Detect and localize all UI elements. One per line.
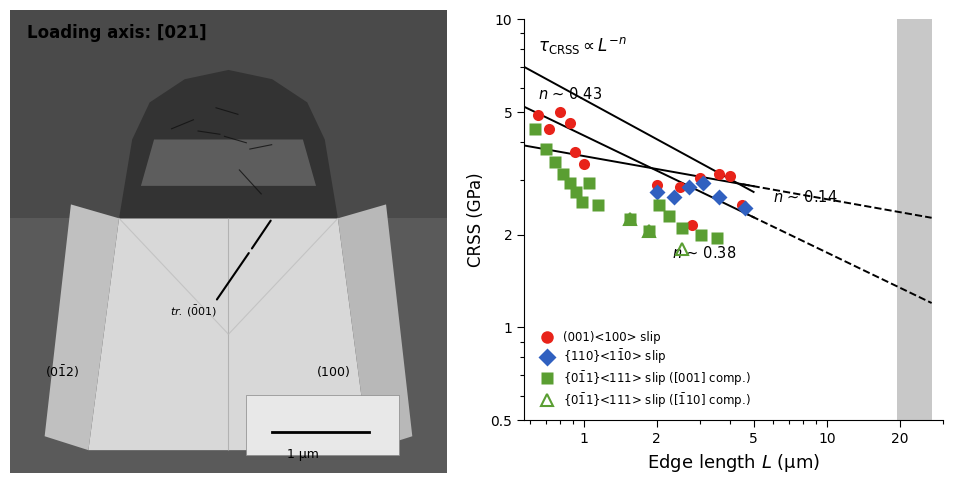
Text: 1 μm: 1 μm <box>286 448 318 461</box>
Text: tr. $(\bar{0}01)$: tr. $(\bar{0}01)$ <box>170 303 217 319</box>
Bar <box>246 395 399 455</box>
Polygon shape <box>88 218 368 450</box>
Polygon shape <box>44 204 119 450</box>
Text: $(100)$: $(100)$ <box>316 364 351 379</box>
Text: $n$ ~ 0.38: $n$ ~ 0.38 <box>671 245 735 261</box>
Polygon shape <box>337 204 412 450</box>
Text: $(0\bar{1}2)$: $(0\bar{1}2)$ <box>45 363 80 380</box>
Text: $n$ ~ 0.43: $n$ ~ 0.43 <box>537 86 602 102</box>
Bar <box>897 19 930 420</box>
Polygon shape <box>140 140 315 186</box>
Legend: (001)<100> slip, {110}<1$\bar{1}$0> slip, {0$\bar{1}$1}<111> slip ([001] comp.),: (001)<100> slip, {110}<1$\bar{1}$0> slip… <box>530 326 754 414</box>
Text: Loading axis: [021]: Loading axis: [021] <box>27 24 207 42</box>
X-axis label: Edge length $L$ (μm): Edge length $L$ (μm) <box>646 452 820 473</box>
Bar <box>10 10 447 218</box>
Text: $\tau_{\rm CRSS} \propto L^{-n}$: $\tau_{\rm CRSS} \propto L^{-n}$ <box>537 35 627 57</box>
Polygon shape <box>119 70 337 218</box>
Y-axis label: CRSS (GPa): CRSS (GPa) <box>467 172 484 267</box>
Text: $n$ ~ 0.14: $n$ ~ 0.14 <box>772 189 836 205</box>
